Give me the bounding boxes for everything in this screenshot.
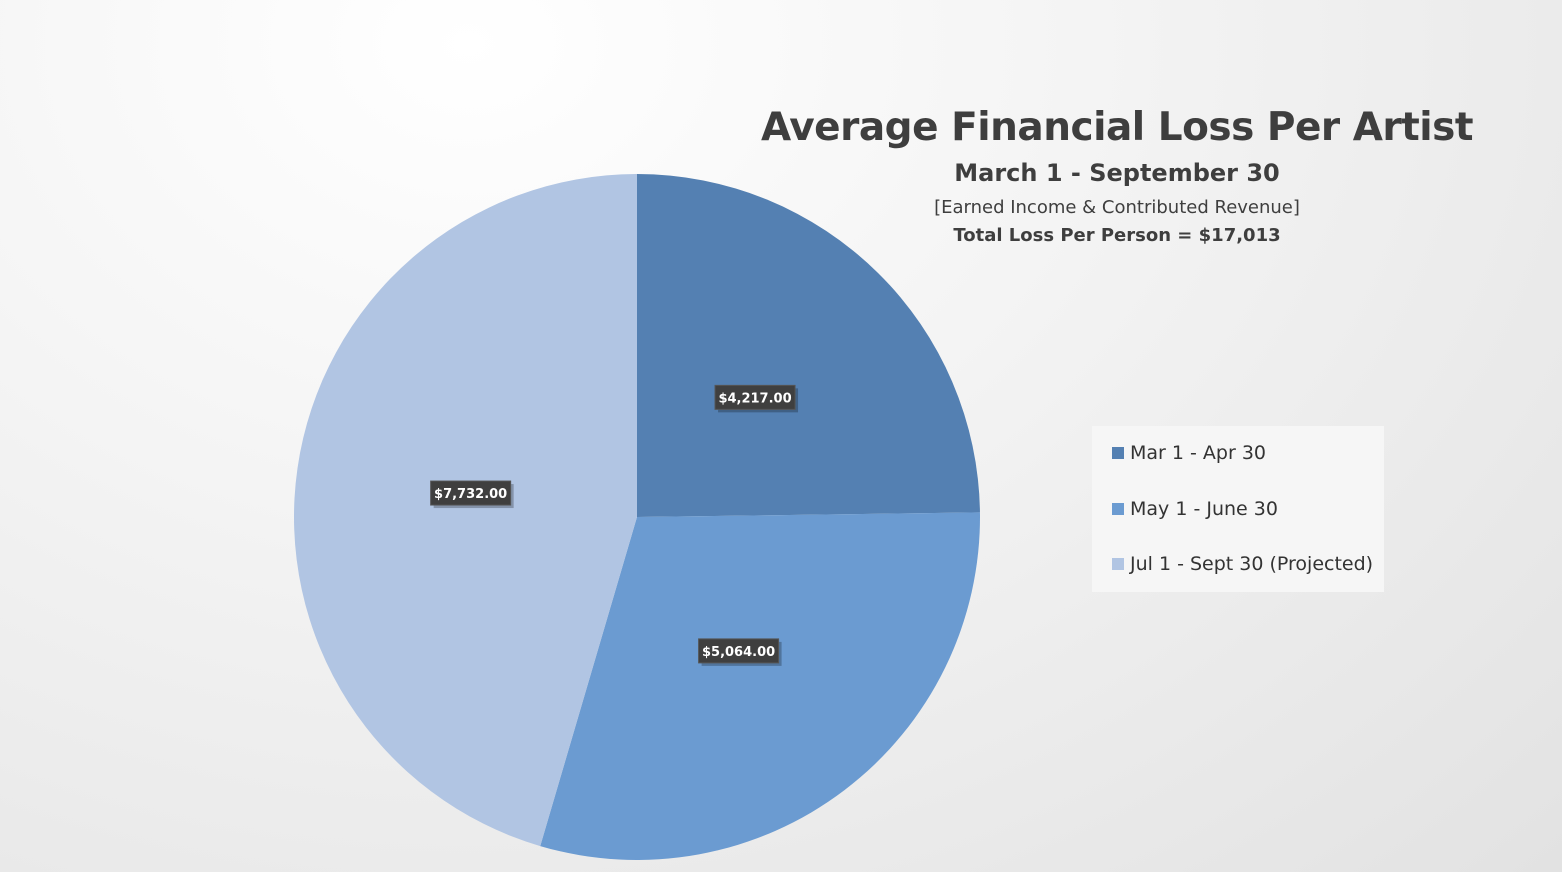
legend-swatch: [1112, 503, 1124, 515]
legend-label: Jul 1 - Sept 30 (Projected): [1130, 553, 1374, 575]
legend-item: Mar 1 - Apr 30: [1112, 442, 1266, 464]
legend-label: May 1 - June 30: [1130, 498, 1278, 520]
legend-swatch: [1112, 558, 1124, 570]
chart-note: [Earned Income & Contributed Revenue]: [934, 197, 1300, 218]
pie-slice: [637, 174, 980, 517]
chart-total: Total Loss Per Person = $17,013: [953, 225, 1281, 246]
chart-subtitle: March 1 - September 30: [954, 159, 1280, 187]
pie-slice: [540, 512, 980, 861]
chart-title: Average Financial Loss Per Artist: [760, 105, 1474, 150]
pie-slice: [294, 174, 637, 847]
data-label-text: $5,064.00: [702, 645, 775, 660]
legend-item: May 1 - June 30: [1112, 498, 1278, 520]
data-label: $4,217.00: [714, 384, 799, 413]
data-label: $7,732.00: [430, 480, 514, 509]
chart-legend: Mar 1 - Apr 30 May 1 - June 30 Jul 1 - S…: [1092, 426, 1384, 592]
legend-item: Jul 1 - Sept 30 (Projected): [1112, 553, 1373, 575]
data-label-text: $7,732.00: [434, 487, 507, 502]
legend-label: Mar 1 - Apr 30: [1130, 442, 1266, 464]
data-label-text: $4,217.00: [718, 391, 791, 406]
chart-titles: Average Financial Loss Per Artist March …: [760, 100, 1474, 250]
data-label: $5,064.00: [698, 638, 782, 666]
legend-swatch: [1112, 447, 1124, 459]
